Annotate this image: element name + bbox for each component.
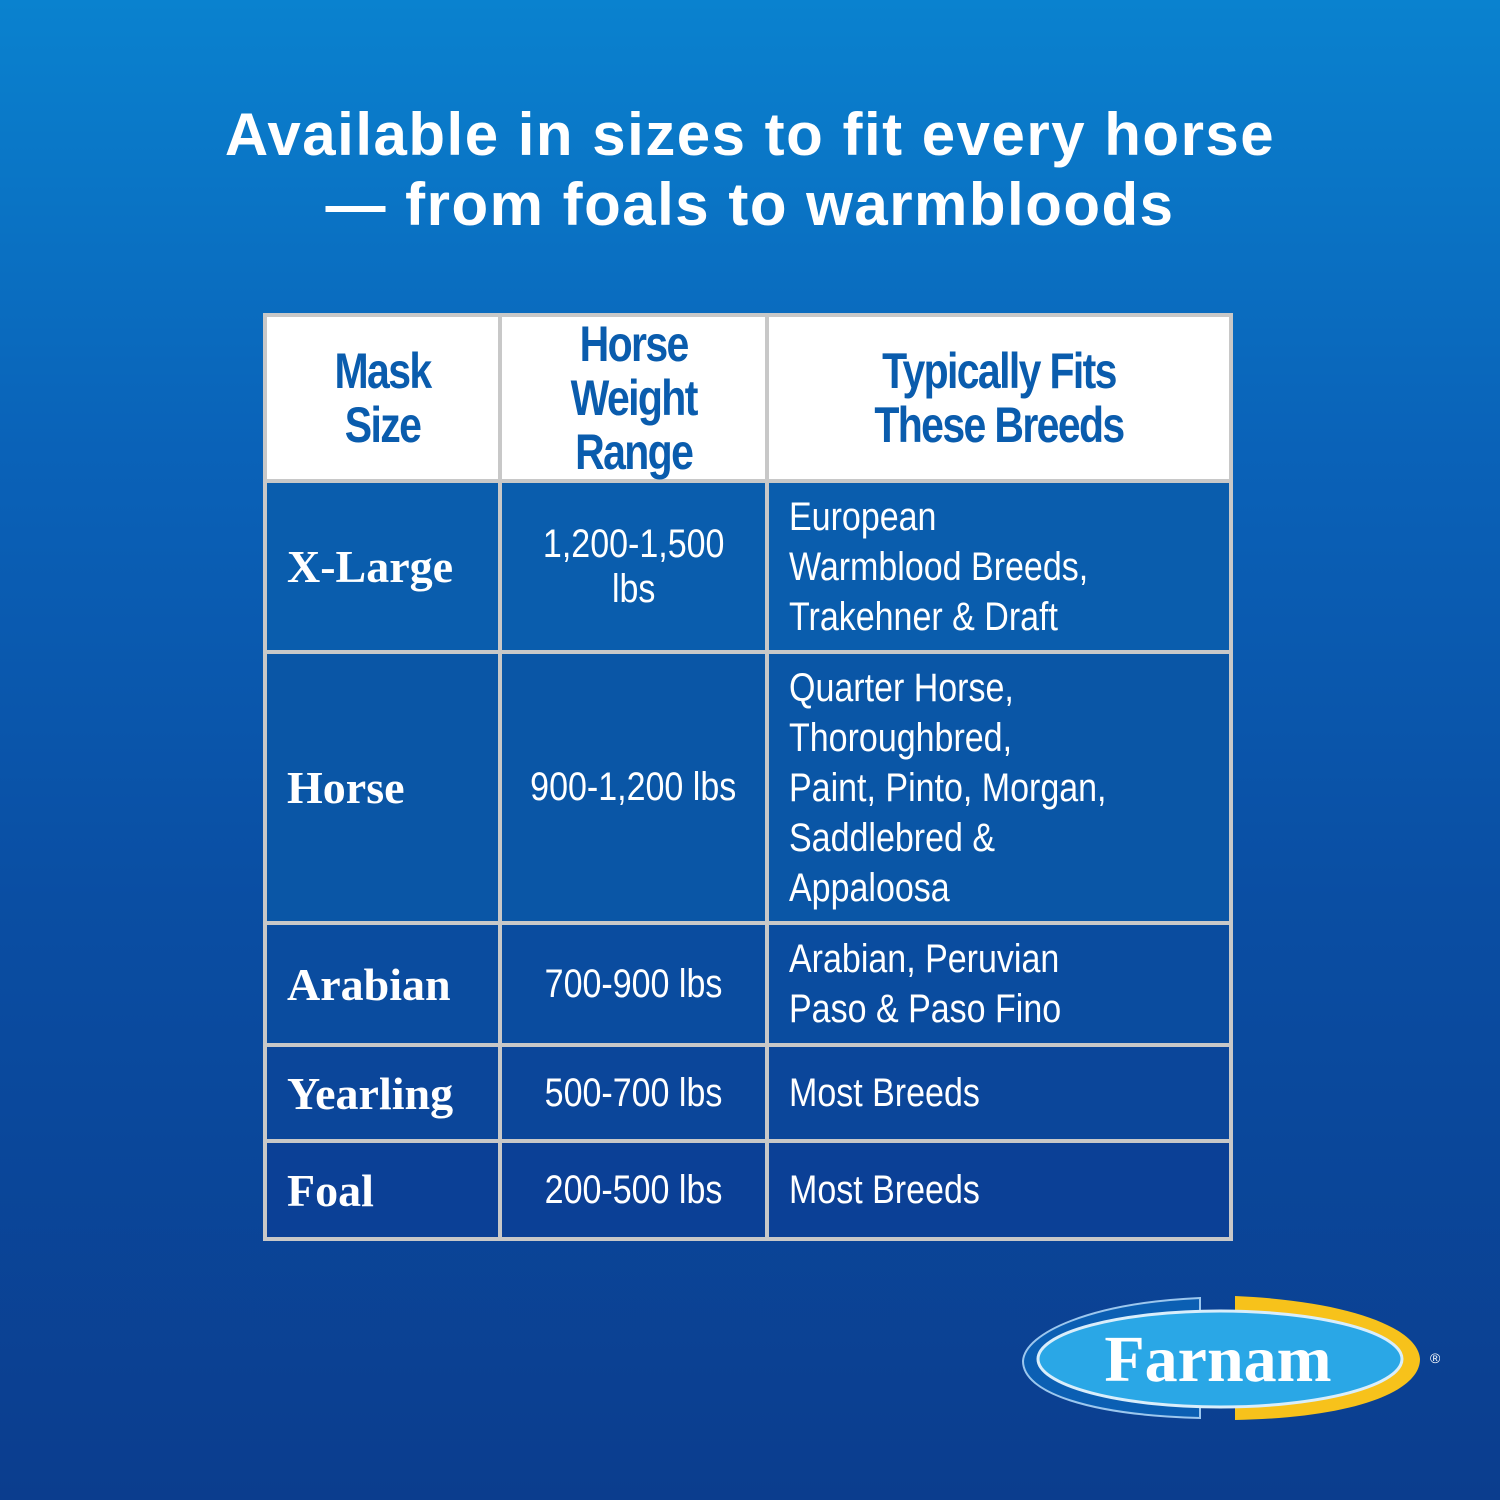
breeds-cell: Arabian, Peruvian Paso & Paso Fino [765, 921, 1233, 1047]
size-cell: X-Large [263, 479, 502, 654]
table-row: Foal 200-500 lbs Most Breeds [263, 1139, 1233, 1241]
breeds-cell: Quarter Horse, Thoroughbred, Paint, Pint… [765, 650, 1233, 925]
registered-mark: ® [1430, 1350, 1440, 1366]
headline: Available in sizes to fit every horse — … [0, 100, 1500, 240]
weight-cell: 500-700 lbs [497, 1043, 770, 1143]
size-cell: Foal [263, 1139, 502, 1241]
logo-wordmark: Farnam [1104, 1323, 1331, 1396]
breeds-cell: Most Breeds [765, 1139, 1233, 1241]
table-row: X-Large 1,200-1,500 lbs European Warmblo… [263, 479, 1233, 654]
headline-line-2: — from foals to warmbloods [325, 171, 1175, 238]
header-weight-range: Horse Weight Range [497, 313, 770, 483]
size-cell: Yearling [263, 1043, 502, 1143]
header-breeds: Typically Fits These Breeds [765, 313, 1233, 483]
table-header-row: Mask Size Horse Weight Range Typically Fit… [263, 313, 1233, 483]
breeds-cell: Most Breeds [765, 1043, 1233, 1143]
weight-cell: 200-500 lbs [497, 1139, 770, 1241]
farnam-logo: Farnam ® [1021, 1296, 1440, 1420]
table-row: Yearling 500-700 lbs Most Breeds [263, 1043, 1233, 1143]
weight-cell: 900-1,200 lbs [497, 650, 770, 925]
breeds-cell: European Warmblood Breeds, Trakehner & D… [765, 479, 1233, 654]
size-chart-table: Mask Size Horse Weight Range Typically Fit… [263, 313, 1233, 1241]
table-row: Arabian 700-900 lbs Arabian, Peruvian Pa… [263, 921, 1233, 1047]
size-cell: Arabian [263, 921, 502, 1047]
weight-cell: 1,200-1,500 lbs [497, 479, 770, 654]
weight-cell: 700-900 lbs [497, 921, 770, 1047]
size-cell: Horse [263, 650, 502, 925]
headline-line-1: Available in sizes to fit every horse [224, 101, 1276, 168]
table-row: Horse 900-1,200 lbs Quarter Horse, Thoro… [263, 650, 1233, 925]
header-mask-size: Mask Size [263, 313, 502, 483]
